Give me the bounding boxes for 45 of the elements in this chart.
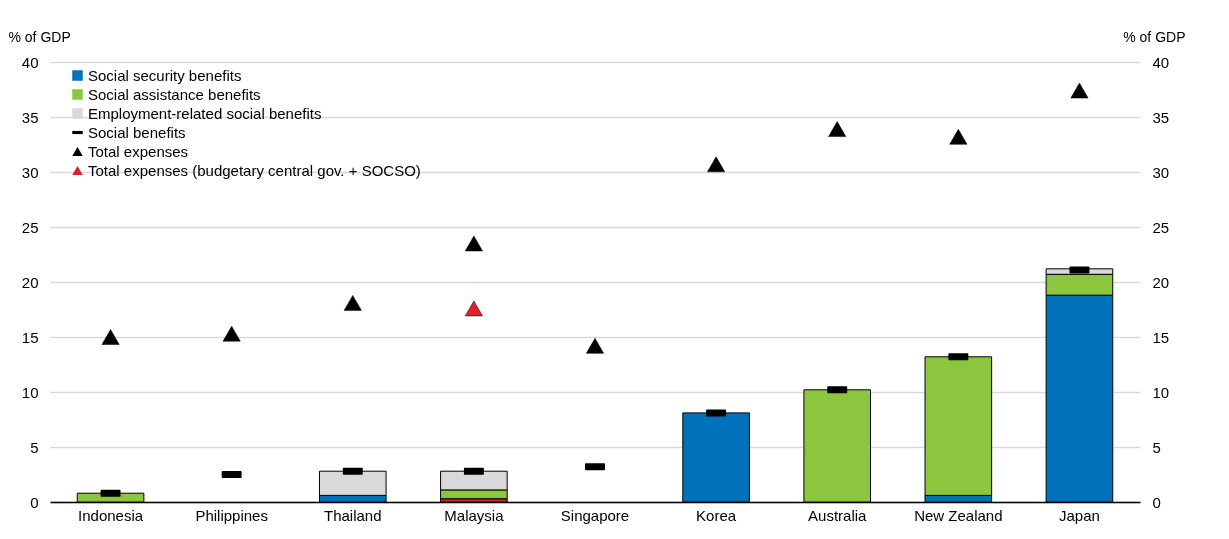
point xyxy=(464,300,483,317)
point xyxy=(1070,82,1089,99)
legend-label: Social benefits xyxy=(88,123,186,141)
y-tick-label: 0 xyxy=(30,493,39,511)
point xyxy=(464,235,483,252)
x-tick-label: Japan xyxy=(1059,506,1100,524)
y-tick-label: 10 xyxy=(21,383,39,401)
y-tick-label: 15 xyxy=(21,328,39,346)
point xyxy=(343,295,362,311)
y-tick-label: 30 xyxy=(21,163,39,181)
legend-label: Total expenses (budgetary central gov. + SOCSO) xyxy=(88,161,421,179)
y-axis-title: % of GDP xyxy=(8,28,71,45)
y-tick-label: 35 xyxy=(21,108,39,126)
legend-label: Total expenses xyxy=(88,142,189,160)
y2-tick-label: 20 xyxy=(1152,273,1170,291)
y2-tick-label: 5 xyxy=(1152,438,1161,456)
x-tick-label: New Zealand xyxy=(914,506,1003,524)
y-tick-label: 25 xyxy=(21,218,39,236)
x-tick-label: Malaysia xyxy=(444,506,505,524)
y-tick-label: 5 xyxy=(30,438,39,456)
x-tick-label: Indonesia xyxy=(78,506,144,524)
x-tick-label: Korea xyxy=(696,506,737,524)
y2-tick-label: 25 xyxy=(1152,218,1170,236)
point xyxy=(949,129,968,145)
y2-tick-label: 0 xyxy=(1152,493,1161,511)
x-tick-label: Singapore xyxy=(560,506,630,524)
y2-tick-label: 40 xyxy=(1152,53,1170,71)
point xyxy=(828,121,847,137)
y2-tick-label: 30 xyxy=(1152,163,1170,181)
legend-label: Social security benefits xyxy=(88,66,242,84)
x-tick-label: Thailand xyxy=(324,506,382,524)
x-tick-label: Australia xyxy=(808,506,868,524)
legend-label: Employment-related social benefits xyxy=(88,104,322,122)
y-tick-label: 20 xyxy=(21,273,39,291)
point xyxy=(101,329,120,345)
point xyxy=(222,325,241,342)
legend-label: Social assistance benefits xyxy=(88,85,261,103)
y2-tick-label: 15 xyxy=(1152,328,1170,346)
point xyxy=(586,338,604,354)
point xyxy=(707,156,726,173)
y-tick-label: 40 xyxy=(21,53,39,71)
x-tick-label: Philippines xyxy=(195,506,268,524)
y2-tick-label: 35 xyxy=(1152,108,1170,126)
y2-tick-label: 10 xyxy=(1152,383,1170,401)
y2-axis-title: % of GDP xyxy=(1123,28,1186,45)
